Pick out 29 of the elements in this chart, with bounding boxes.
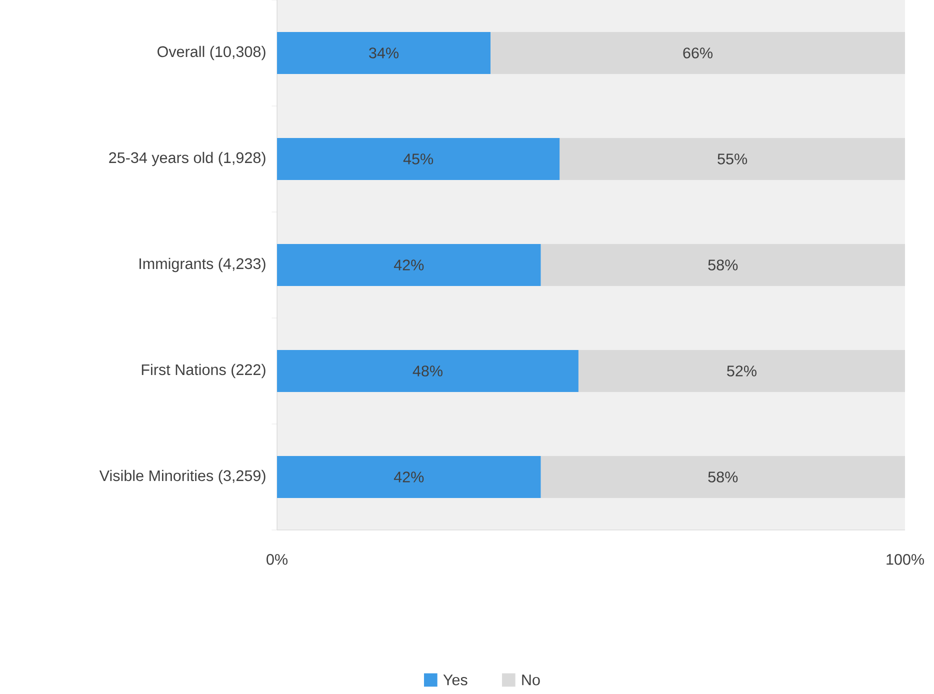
data-label: 34% xyxy=(369,48,399,58)
bar xyxy=(277,244,541,286)
data-label: 55% xyxy=(718,154,748,164)
y-tick-label: Overall (10,308) xyxy=(158,46,266,60)
data-label: 42% xyxy=(394,472,424,482)
y-tick-label: Immigrants (4,233) xyxy=(140,258,266,272)
bar xyxy=(540,456,906,498)
y-tick-label: Visible Minorities (3,259) xyxy=(99,470,266,484)
x-tick-label: 100% xyxy=(886,554,924,565)
bar xyxy=(277,32,491,74)
data-label: 58% xyxy=(708,472,738,482)
bar xyxy=(578,350,906,392)
data-label: 42% xyxy=(394,260,424,270)
data-label: 58% xyxy=(708,260,738,270)
y-tick-label: 25-34 years old (1,928) xyxy=(109,152,266,166)
x-tick-label: 0% xyxy=(266,554,288,565)
y-tick-label: First Nations (222) xyxy=(142,364,266,378)
bar xyxy=(560,138,906,180)
data-label: 48% xyxy=(412,366,442,376)
data-label: 66% xyxy=(683,48,713,58)
data-label: 52% xyxy=(727,366,756,376)
bar xyxy=(277,138,560,180)
data-label: 45% xyxy=(403,154,434,164)
bar xyxy=(490,32,906,74)
bar xyxy=(277,350,578,392)
bar xyxy=(277,456,541,498)
legend-label: No xyxy=(522,674,540,686)
bar xyxy=(540,244,906,286)
legend-label: Yes xyxy=(443,674,468,686)
